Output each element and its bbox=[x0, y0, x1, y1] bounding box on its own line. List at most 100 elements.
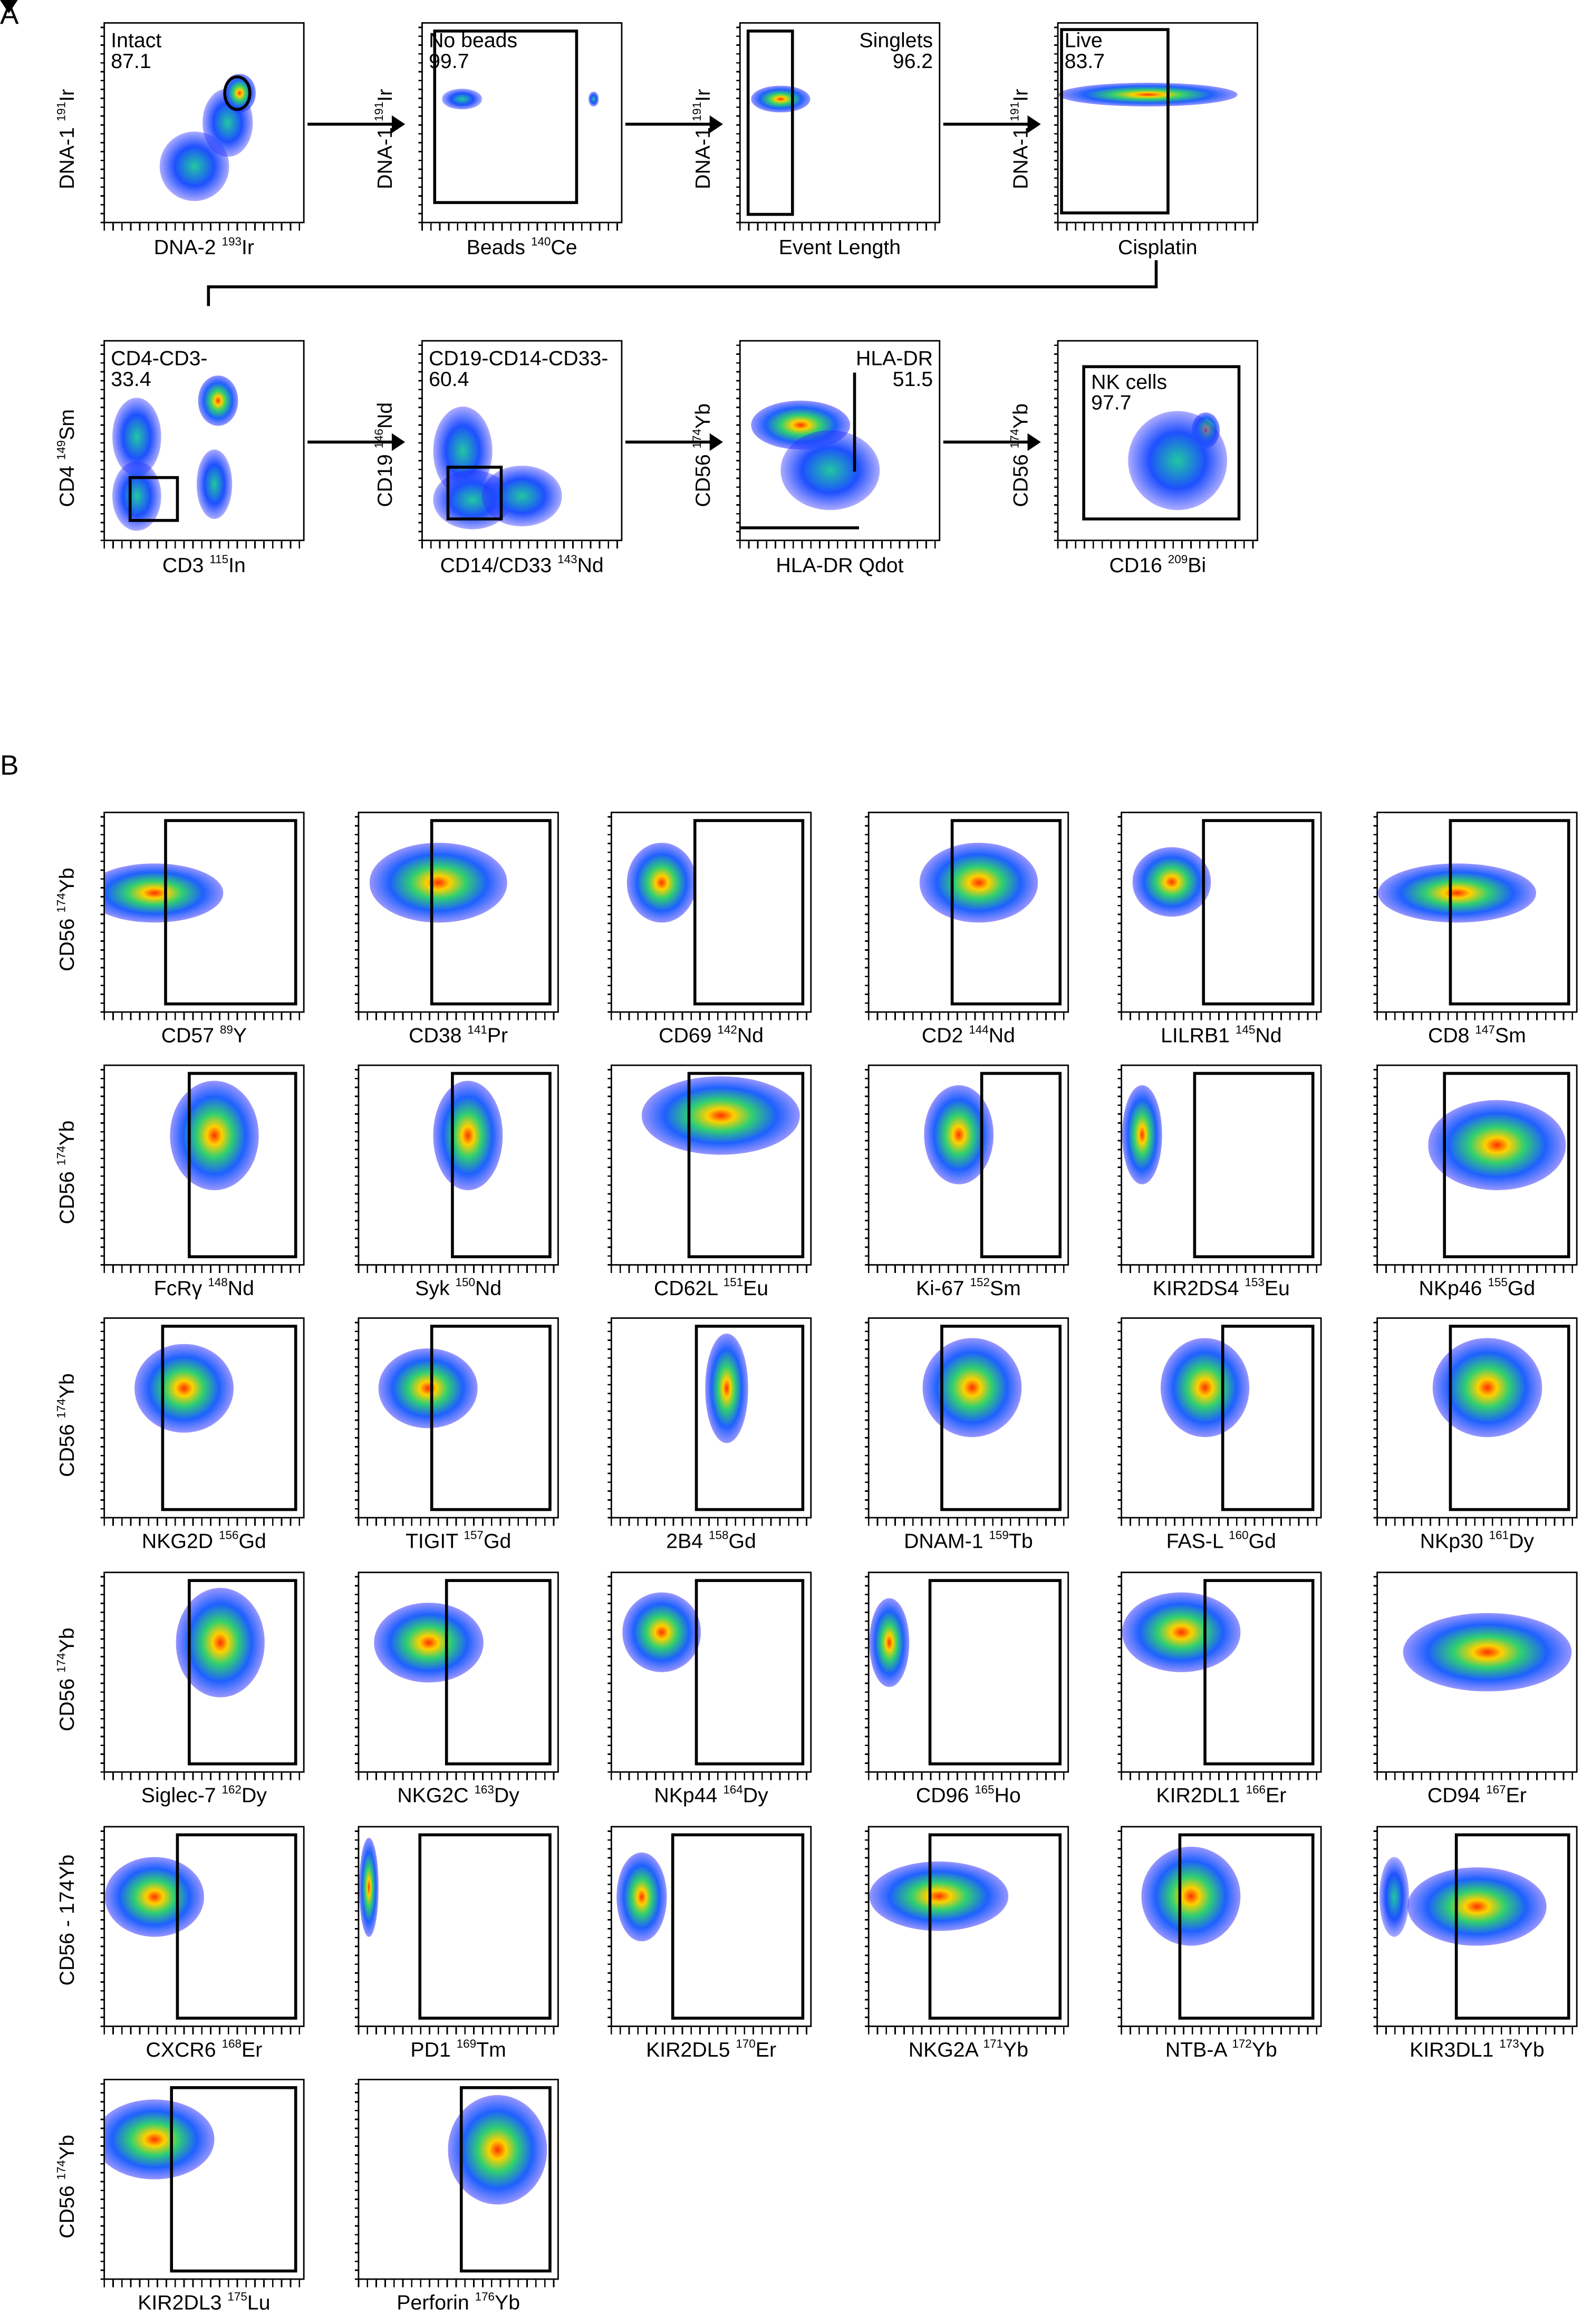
density-cluster bbox=[196, 449, 232, 519]
y-axis-ticks bbox=[1373, 1064, 1378, 1266]
x-axis-label: NKp46 155Gd bbox=[1347, 1276, 1582, 1300]
gate-rectangle bbox=[695, 1325, 805, 1511]
x-axis-ticks bbox=[610, 1518, 812, 1526]
y-axis-ticks bbox=[865, 1064, 870, 1266]
y-axis-ticks bbox=[1373, 1571, 1378, 1773]
axis-label-mass: 171 bbox=[983, 2037, 1004, 2051]
gate-percentage: 51.5 bbox=[892, 367, 933, 391]
axis-label-mass: 167 bbox=[1486, 1783, 1506, 1797]
density-cluster bbox=[1127, 411, 1227, 510]
density-cluster bbox=[1058, 83, 1237, 107]
marker-plot bbox=[103, 1826, 305, 2027]
gate-rectangle bbox=[929, 1579, 1062, 1766]
x-axis-ticks bbox=[739, 541, 941, 549]
axis-label-name: CD62L bbox=[654, 1276, 724, 1300]
x-axis-label: CD2 144Nd bbox=[838, 1023, 1098, 1047]
gating-plot: Intact 87.1 bbox=[103, 22, 305, 224]
x-axis-ticks bbox=[358, 2280, 559, 2288]
axis-label-mass: 151 bbox=[723, 1276, 744, 1289]
gate-rectangle bbox=[1060, 27, 1170, 214]
axis-label-element: Er bbox=[242, 2037, 263, 2061]
density-cluster bbox=[1427, 1101, 1566, 1190]
axis-label-mass: 140 bbox=[530, 235, 551, 249]
y-axis-ticks bbox=[1054, 340, 1059, 542]
y-axis-ticks bbox=[607, 1571, 612, 1773]
y-axis-ticks bbox=[354, 1317, 360, 1519]
axis-label-element: Yb bbox=[54, 1373, 79, 1399]
axis-label-name: CD8 bbox=[1427, 1023, 1475, 1047]
axis-label-mass: 148 bbox=[208, 1276, 228, 1289]
density-cluster bbox=[1378, 862, 1537, 922]
axis-label-element: Dy bbox=[742, 1783, 768, 1807]
x-axis-ticks bbox=[1121, 1518, 1322, 1526]
x-axis-ticks bbox=[1057, 541, 1258, 549]
y-axis-ticks bbox=[418, 22, 423, 224]
density-cluster bbox=[588, 91, 599, 107]
axis-label-element: Ir bbox=[54, 89, 79, 102]
axis-label-name: Cisplatin bbox=[1117, 235, 1198, 259]
y-axis-ticks bbox=[354, 2079, 360, 2280]
axis-label-element: Yb bbox=[54, 1120, 79, 1146]
y-axis-label: DNA-1 191Ir bbox=[373, 89, 397, 189]
gate-rectangle bbox=[980, 1072, 1062, 1258]
y-axis-ticks bbox=[865, 1826, 870, 2027]
x-axis-ticks bbox=[1121, 1772, 1322, 1780]
x-axis-ticks bbox=[103, 1012, 305, 1020]
axis-label-mass: 146 bbox=[372, 428, 386, 449]
axis-label-mass: 144 bbox=[969, 1023, 989, 1037]
axis-label-name: Syk bbox=[415, 1276, 456, 1300]
x-axis-ticks bbox=[103, 223, 305, 231]
axis-label-element: Bi bbox=[1188, 553, 1207, 577]
y-axis-ticks bbox=[736, 22, 741, 224]
axis-label-element: Ir bbox=[372, 89, 397, 102]
x-axis-ticks bbox=[867, 1772, 1069, 1780]
axis-label-name: CD56 bbox=[54, 1165, 79, 1224]
marker-plot bbox=[867, 1064, 1069, 1266]
axis-label-mass: 157 bbox=[464, 1529, 484, 1542]
axis-label-element: Yb bbox=[690, 403, 715, 429]
axis-label-name: CXCR6 bbox=[146, 2037, 222, 2061]
y-axis-ticks bbox=[100, 1571, 105, 1773]
axis-label-name: CD56 bbox=[54, 2180, 79, 2239]
axis-label-element: Er bbox=[755, 2037, 777, 2061]
density-cluster bbox=[1142, 1847, 1241, 1946]
x-axis-label: FAS-L 160Gd bbox=[1091, 1529, 1351, 1552]
gating-plot: CD4-CD3- 33.4 bbox=[103, 340, 305, 542]
x-axis-label: KIR3DL1 173Yb bbox=[1347, 2037, 1582, 2061]
x-axis-ticks bbox=[610, 1772, 812, 1780]
x-axis-label: CD3 115In bbox=[74, 553, 334, 577]
x-axis-label: KIR2DL1 166Er bbox=[1091, 1783, 1351, 1807]
axis-label-element: Yb bbox=[495, 2290, 520, 2314]
axis-label-mass: 159 bbox=[989, 1529, 1009, 1542]
gate-rectangle bbox=[176, 1833, 297, 2020]
y-axis-ticks bbox=[1117, 1064, 1123, 1266]
axis-label-name: DNA-1 bbox=[54, 121, 79, 189]
flow-arrow bbox=[307, 115, 406, 133]
axis-label-name: CD56 bbox=[1008, 448, 1032, 507]
gate-rectangle bbox=[129, 476, 179, 522]
axis-label-name: CD19 bbox=[372, 448, 397, 507]
x-axis-label: Cisplatin bbox=[1028, 235, 1288, 259]
y-axis-ticks bbox=[100, 340, 105, 542]
gating-plot: CD19-CD14-CD33- 60.4 bbox=[421, 340, 623, 542]
x-axis-label: 2B4 158Gd bbox=[581, 1529, 841, 1552]
density-cluster bbox=[1403, 1613, 1571, 1692]
axis-label-mass: 174 bbox=[54, 1145, 68, 1166]
axis-label-mass: 161 bbox=[1489, 1529, 1509, 1542]
flow-arrow bbox=[943, 115, 1041, 133]
axis-label-mass: 174 bbox=[54, 893, 68, 913]
gate-rectangle bbox=[446, 466, 503, 520]
axis-label-name: CD56 bbox=[54, 912, 79, 972]
x-axis-label: CD57 89Y bbox=[74, 1023, 334, 1047]
density-cluster bbox=[482, 466, 562, 526]
axis-label-element: Er bbox=[1506, 1783, 1527, 1807]
gate-rectangle bbox=[430, 819, 552, 1006]
gate-rectangle bbox=[460, 2086, 552, 2273]
x-axis-label: DNAM-1 159Tb bbox=[838, 1529, 1098, 1552]
axis-label-element: Yb bbox=[1251, 2037, 1277, 2061]
panel-label-b: B bbox=[0, 751, 19, 783]
y-axis-ticks bbox=[865, 1571, 870, 1773]
density-cluster bbox=[134, 1343, 234, 1433]
x-axis-ticks bbox=[421, 541, 623, 549]
